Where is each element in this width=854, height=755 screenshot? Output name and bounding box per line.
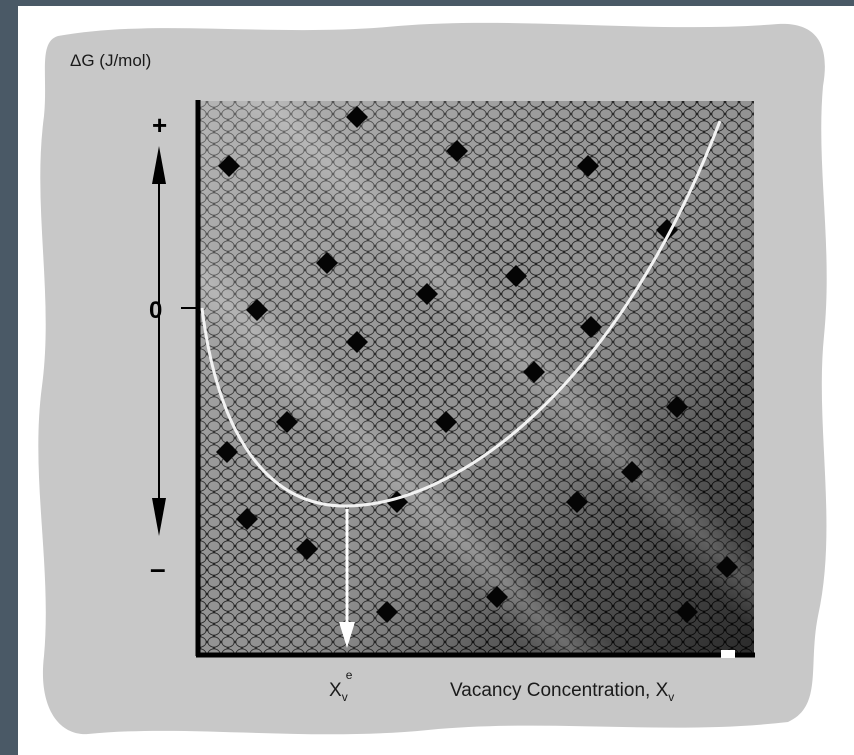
vacancy-marker [216, 441, 238, 463]
x-axis-title: Vacancy Concentration, Xv [450, 680, 674, 704]
vacancy-marker [346, 106, 368, 128]
vacancy-marker [218, 155, 240, 177]
vacancy-marker [666, 396, 688, 418]
vacancy-marker [505, 265, 527, 287]
y-minus-label: – [150, 553, 166, 584]
y-axis-title: ΔG (J/mol) [70, 51, 151, 70]
y-double-arrow [152, 146, 166, 536]
equilibrium-arrow [339, 509, 355, 648]
vacancy-marker [676, 601, 698, 623]
vacancy-marker [296, 538, 318, 560]
vacancy-marker [246, 299, 268, 321]
vacancy-marker [446, 140, 468, 162]
equilibrium-label: Xve [329, 668, 353, 704]
vacancy-marker [416, 283, 438, 305]
vacancy-marker [376, 601, 398, 623]
y-zero-label: 0 [149, 297, 162, 324]
vacancy-marker [621, 461, 643, 483]
vacancy-marker [577, 155, 599, 177]
page: ΔG (J/mol) + 0 – Vacancy Concentration, … [18, 6, 854, 755]
vacancy-marker [276, 411, 298, 433]
vacancy-marker [316, 252, 338, 274]
vacancy-marker [346, 331, 368, 353]
vacancy-marker [580, 316, 602, 338]
vacancy-markers [216, 106, 738, 623]
diagram: ΔG (J/mol) + 0 – Vacancy Concentration, … [38, 22, 827, 735]
vacancy-marker [486, 586, 508, 608]
crystal-lattice [200, 101, 754, 654]
axis-end-marker [721, 650, 735, 658]
vacancy-marker [523, 361, 545, 383]
vacancy-marker [435, 411, 457, 433]
free-energy-curve [200, 120, 722, 508]
vacancy-marker [566, 491, 588, 513]
vacancy-marker [716, 556, 738, 578]
vacancy-marker [236, 508, 258, 530]
y-plus-label: + [152, 110, 167, 140]
